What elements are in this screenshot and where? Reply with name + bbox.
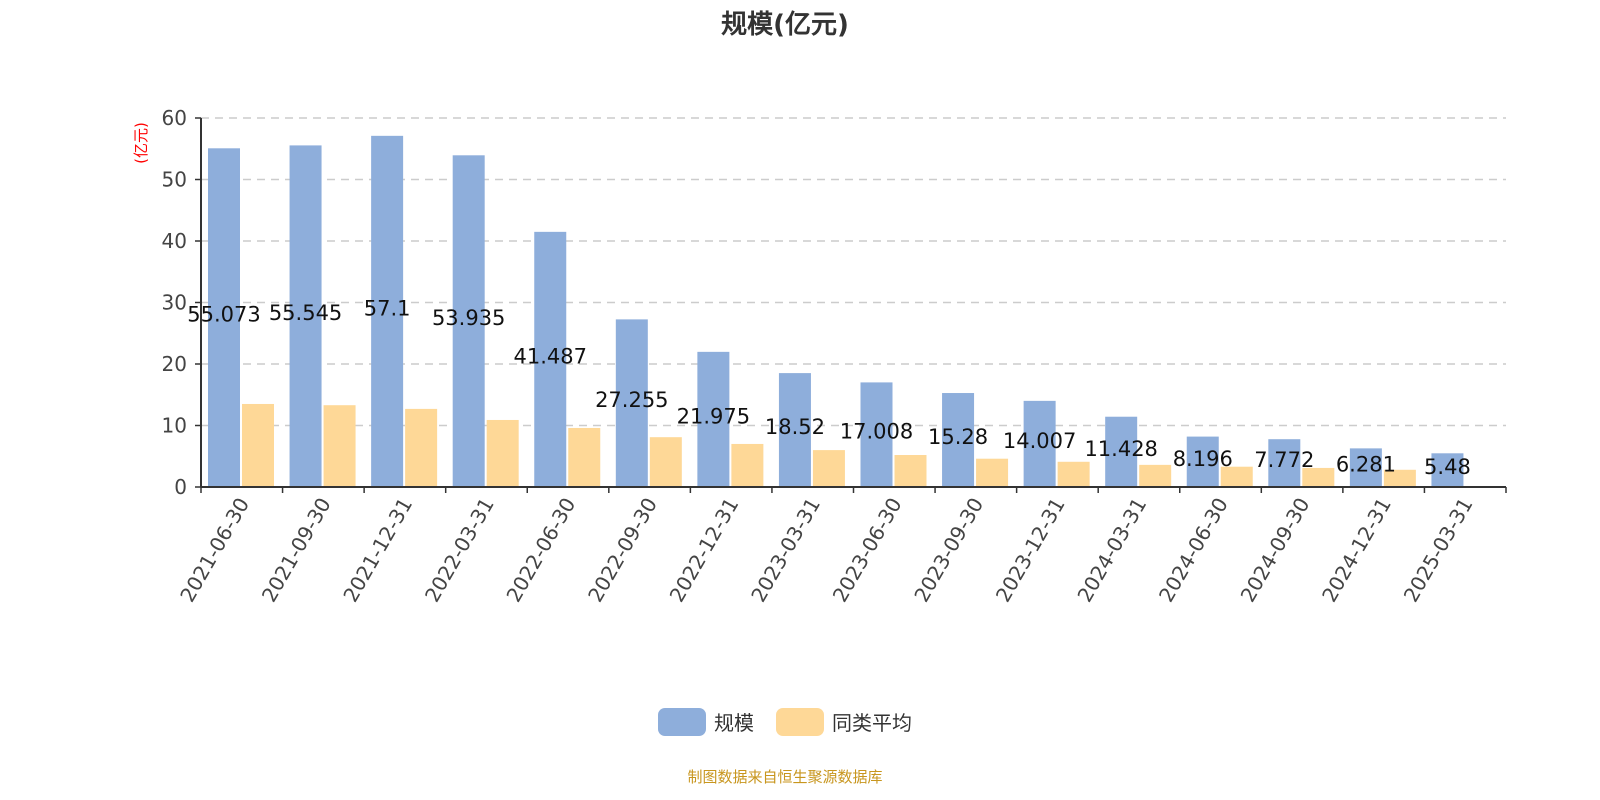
x-tick-label: 2021-12-31 <box>338 494 417 607</box>
x-tick-label: 2021-06-30 <box>175 494 254 607</box>
x-tick-label: 2024-06-30 <box>1154 494 1233 607</box>
y-tick-label: 40 <box>162 229 187 253</box>
x-tick-label: 2025-03-31 <box>1399 494 1478 607</box>
legend-swatch-scale <box>658 707 706 736</box>
data-label: 5.48 <box>1424 455 1471 479</box>
y-axis-label: (亿元) <box>132 122 150 164</box>
x-tick-label: 2024-09-30 <box>1236 494 1315 607</box>
bar-peer-average <box>1383 469 1416 487</box>
data-label: 55.545 <box>269 301 342 325</box>
bar-peer-average <box>894 455 927 487</box>
data-label: 18.52 <box>765 415 825 439</box>
data-label: 57.1 <box>364 296 411 320</box>
bar-peer-average <box>1057 461 1090 487</box>
data-label: 27.255 <box>595 388 668 412</box>
y-tick-label: 50 <box>162 168 187 192</box>
bar-peer-average <box>1139 464 1172 487</box>
bar-peer-average <box>242 403 274 487</box>
bar-scale <box>1023 400 1056 487</box>
y-tick-label: 0 <box>174 475 187 499</box>
bar-peer-average <box>486 419 519 487</box>
data-label: 41.487 <box>514 344 587 368</box>
data-label: 55.073 <box>187 303 260 327</box>
data-label: 14.007 <box>1003 429 1076 453</box>
data-label: 6.281 <box>1336 453 1396 477</box>
bar-scale <box>1349 448 1382 487</box>
bar-scale <box>697 351 730 487</box>
legend-swatch-peer-average <box>776 707 824 736</box>
x-tick-label: 2022-06-30 <box>501 494 580 607</box>
bar-scale <box>289 145 322 487</box>
x-tick-label: 2022-12-31 <box>665 494 744 607</box>
y-tick-label: 20 <box>162 352 187 376</box>
x-tick-label: 2021-09-30 <box>257 494 336 607</box>
y-tick-label: 60 <box>162 106 187 130</box>
legend-label: 同类平均 <box>832 711 912 735</box>
bar-scale <box>1431 453 1464 487</box>
chart-title: 规模(亿元) <box>721 10 849 40</box>
bar-peer-average <box>405 408 438 487</box>
bar-scale <box>860 382 893 487</box>
bar-scale <box>1268 439 1301 487</box>
bar-scale <box>942 393 975 487</box>
x-tick-label: 2023-06-30 <box>828 494 907 607</box>
bar-peer-average <box>1302 467 1335 487</box>
data-source-note: 制图数据来自恒生聚源数据库 <box>687 768 883 786</box>
bar-scale <box>778 373 811 487</box>
y-tick-label: 30 <box>162 291 187 315</box>
bar-scale <box>371 135 404 487</box>
legend-item-scale[interactable]: 规模 <box>658 707 754 736</box>
data-label: 11.428 <box>1084 437 1157 461</box>
data-label: 8.196 <box>1173 447 1233 471</box>
y-tick-label: 10 <box>162 414 187 438</box>
data-label: 7.772 <box>1254 448 1314 472</box>
legend-item-peer-average[interactable]: 同类平均 <box>776 707 912 736</box>
data-label: 17.008 <box>840 420 913 444</box>
bar-peer-average <box>568 427 601 487</box>
bar-scale <box>1186 436 1219 487</box>
bar-peer-average <box>649 437 682 487</box>
x-tick-label: 2023-03-31 <box>746 494 825 607</box>
bar-peer-average <box>1220 466 1253 487</box>
x-tick-label: 2022-09-30 <box>583 494 662 607</box>
bar-scale <box>1105 416 1138 487</box>
x-tick-label: 2023-12-31 <box>991 494 1070 607</box>
bar-peer-average <box>976 458 1009 487</box>
bar-scale <box>615 319 648 487</box>
data-label: 15.28 <box>928 425 988 449</box>
data-label: 21.975 <box>677 404 750 428</box>
data-label: 53.935 <box>432 306 505 330</box>
bar-scale <box>452 155 485 487</box>
x-tick-label: 2022-03-31 <box>420 494 499 607</box>
bar-peer-average <box>731 443 764 487</box>
x-tick-label: 2024-03-31 <box>1072 494 1151 607</box>
x-tick-label: 2024-12-31 <box>1317 494 1396 607</box>
bar-peer-average <box>812 450 845 487</box>
legend-label: 规模 <box>714 711 754 735</box>
bar-scale <box>534 231 567 487</box>
x-tick-label: 2023-09-30 <box>909 494 988 607</box>
bar-scale <box>208 148 240 487</box>
legend: 规模 同类平均 <box>0 707 1570 736</box>
bar-peer-average <box>323 405 356 487</box>
